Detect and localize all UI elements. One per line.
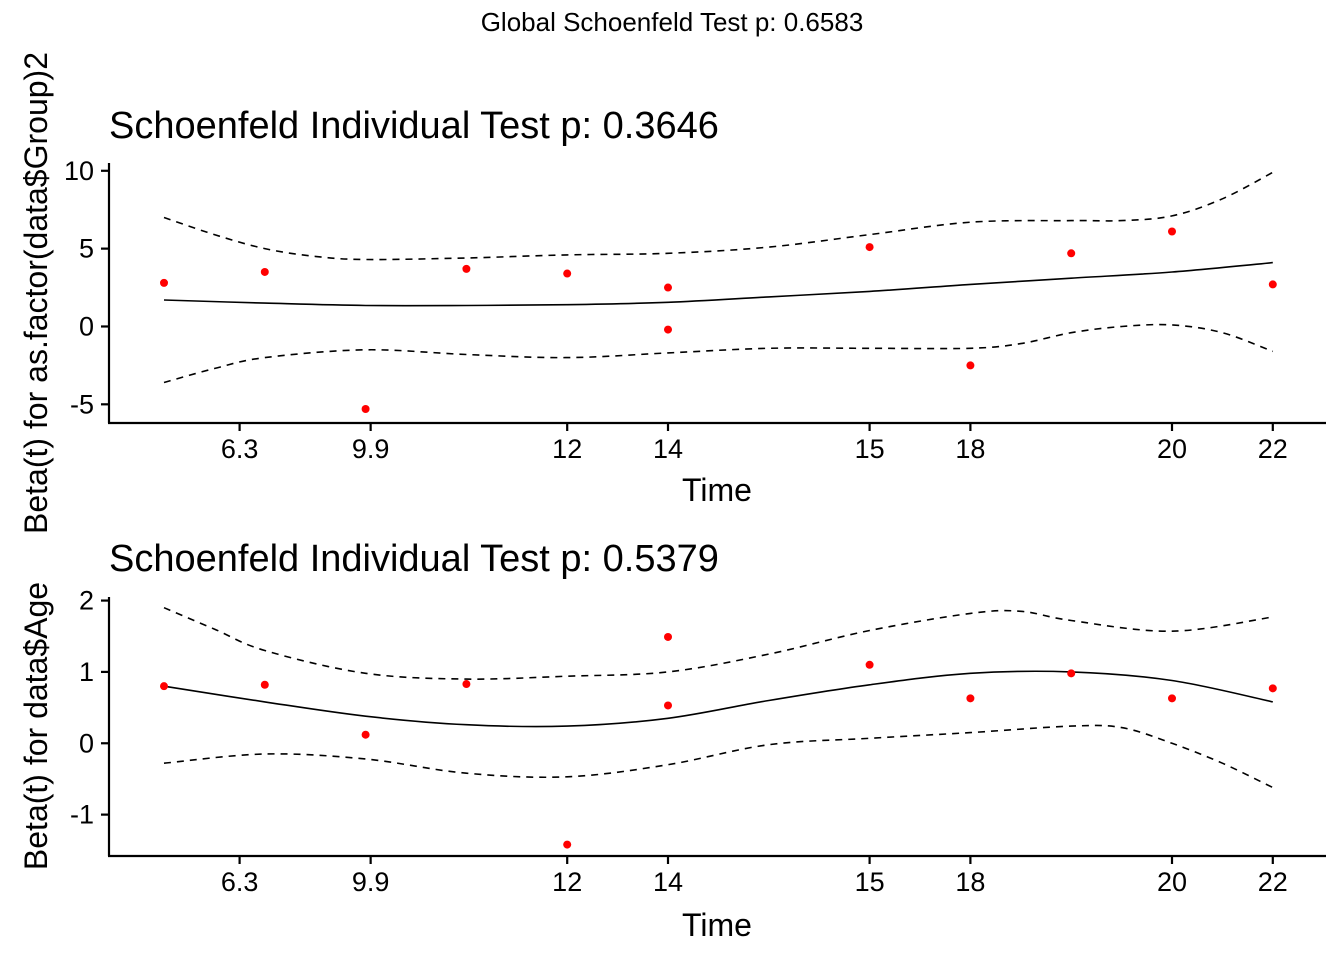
residual-point: [462, 680, 471, 689]
residual-point: [966, 361, 975, 370]
residual-point: [361, 404, 370, 413]
residual-point: [1268, 280, 1277, 289]
x-tick-label: 6.3: [221, 867, 259, 897]
y-tick-label: -1: [70, 800, 94, 830]
x-axis-title: Time: [682, 472, 752, 508]
residual-points: [160, 632, 1277, 849]
y-tick-label: -5: [70, 389, 94, 419]
panel-title: Schoenfeld Individual Test p: 0.5379: [109, 538, 719, 580]
x-tick-label: 9.9: [352, 434, 390, 464]
y-tick-label: 2: [79, 586, 94, 616]
residual-point: [462, 264, 471, 273]
x-tick-label: 18: [955, 867, 985, 897]
residual-point: [1067, 249, 1076, 258]
x-tick-label: 22: [1258, 867, 1288, 897]
fit-lines: [163, 606, 1274, 789]
x-axis-title: Time: [682, 907, 752, 943]
panel-group: Schoenfeld Individual Test p: 0.5379 2 1 0…: [18, 538, 1326, 943]
residual-points: [160, 227, 1277, 413]
x-tick-label: 15: [855, 434, 885, 464]
y-tick-label: 0: [79, 728, 94, 758]
global-test-title: Global Schoenfeld Test p: 0.6583: [481, 7, 864, 37]
fit-lines: [163, 171, 1274, 384]
fit-line: [163, 261, 1273, 307]
x-tick-label: 18: [955, 434, 985, 464]
lower-ci-line: [163, 724, 1274, 789]
x-tick-label: 9.9: [352, 867, 390, 897]
residual-point: [260, 267, 269, 276]
y-tick-label: 1: [79, 657, 94, 687]
x-tick-label: 14: [653, 867, 683, 897]
y-ticks: 2 1 0 -1: [70, 586, 109, 830]
upper-ci-line: [163, 171, 1274, 261]
lower-ci-line: [163, 323, 1274, 384]
x-tick-label: 20: [1157, 434, 1187, 464]
x-ticks: 6.3 9.9 12 14 15 18 20 22: [221, 856, 1288, 897]
residual-point: [966, 694, 975, 703]
residual-point: [1067, 669, 1076, 678]
y-ticks: 10 5 0 -5: [64, 156, 109, 419]
residual-point: [865, 660, 874, 669]
y-tick-label: 0: [79, 311, 94, 341]
x-tick-label: 12: [552, 434, 582, 464]
x-tick-label: 14: [653, 434, 683, 464]
residual-point: [664, 632, 672, 641]
x-tick-label: 15: [855, 867, 885, 897]
y-tick-label: 5: [79, 234, 94, 264]
residual-point: [160, 278, 168, 287]
x-tick-label: 12: [552, 867, 582, 897]
residual-point: [865, 243, 874, 252]
y-axis-title: Beta(t) for as.factor(data$Group)2: [18, 52, 54, 534]
residual-point: [361, 730, 370, 739]
panel-title: Schoenfeld Individual Test p: 0.3646: [109, 105, 719, 147]
residual-point: [160, 682, 168, 691]
residual-point: [260, 680, 269, 689]
fit-line: [163, 670, 1273, 728]
residual-point: [664, 701, 672, 710]
x-ticks: 6.3 9.9 12 14 15 18 20 22: [221, 423, 1288, 464]
x-tick-label: 22: [1258, 434, 1288, 464]
x-tick-label: 20: [1157, 867, 1187, 897]
residual-point: [563, 269, 572, 278]
residual-point: [1168, 694, 1176, 703]
residual-point: [664, 325, 672, 334]
upper-ci-line: [163, 606, 1273, 680]
y-tick-label: 10: [64, 156, 94, 186]
residual-point: [1168, 227, 1176, 236]
y-axis-title: Beta(t) for data$Age: [18, 582, 54, 870]
panel-group: Schoenfeld Individual Test p: 0.3646 10 5…: [18, 52, 1326, 534]
residual-point: [664, 283, 672, 292]
x-tick-label: 6.3: [221, 434, 259, 464]
residual-point: [1268, 684, 1277, 693]
residual-point: [563, 840, 572, 849]
